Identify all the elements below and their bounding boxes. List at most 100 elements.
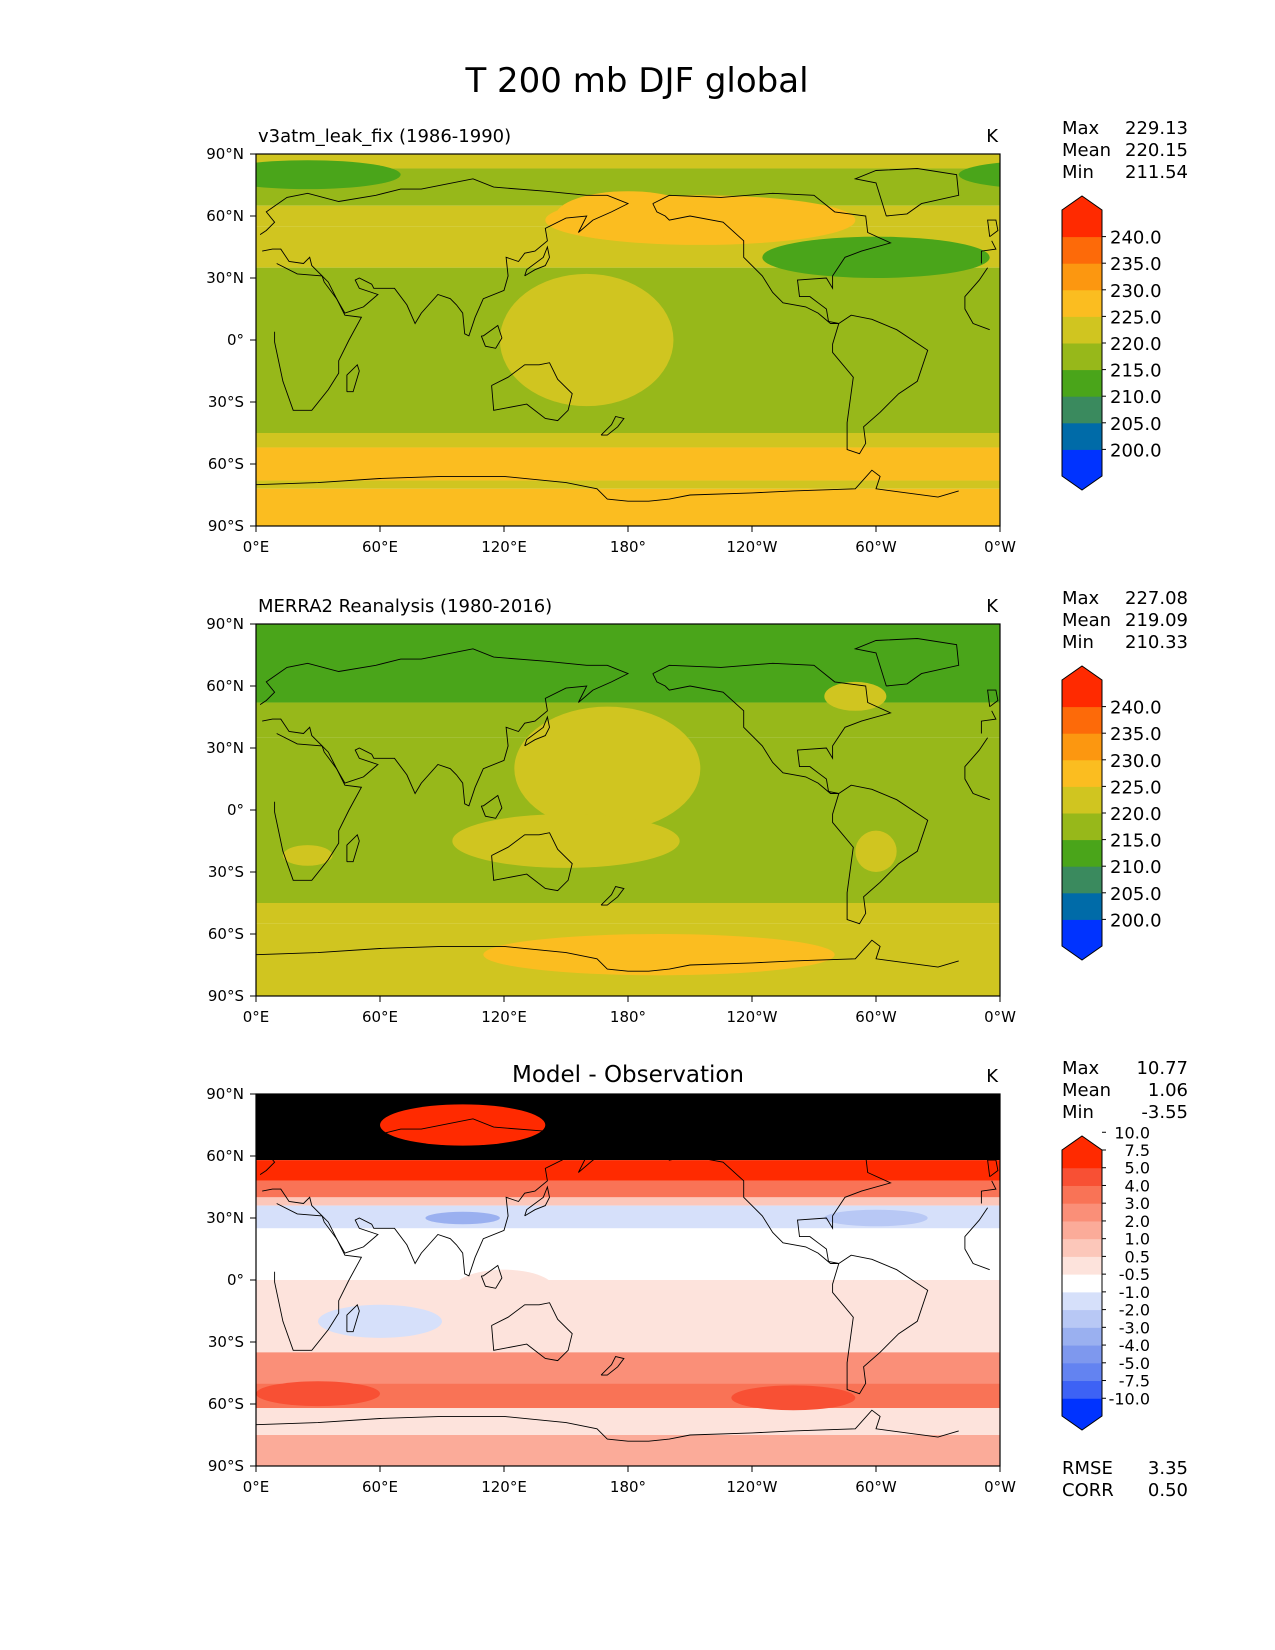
field-band bbox=[256, 447, 1000, 481]
field-band bbox=[256, 433, 1000, 448]
colorbar-outline bbox=[1061, 665, 1103, 961]
coastline bbox=[480, 324, 503, 349]
colorbar-segment bbox=[1062, 1150, 1102, 1169]
field-blob bbox=[256, 1381, 380, 1407]
colorbar-segment bbox=[1062, 1398, 1102, 1417]
coastline bbox=[259, 648, 630, 807]
coastline bbox=[274, 733, 363, 881]
colorbar-extend-max bbox=[1062, 666, 1102, 680]
figure-title: T 200 mb DJF global bbox=[464, 61, 808, 101]
colorbar-label: -7.5 bbox=[1119, 1372, 1150, 1391]
colorbar-segment bbox=[1062, 1345, 1102, 1364]
y-tick-label: 0° bbox=[227, 331, 244, 349]
coastline bbox=[964, 267, 990, 331]
colorbar-label: 240.0 bbox=[1110, 228, 1162, 249]
x-tick-label: 0°W bbox=[984, 1008, 1016, 1026]
y-tick-label: 60°S bbox=[208, 1395, 244, 1413]
coastline bbox=[346, 833, 360, 863]
colorbar-segment bbox=[1062, 236, 1102, 264]
colorbar-segment bbox=[1062, 866, 1102, 894]
field-blob bbox=[0, 195, 111, 245]
panel-title: v3atm_leak_fix (1986-1990) bbox=[258, 126, 511, 147]
coastline bbox=[980, 240, 997, 264]
colorbar-label: 200.0 bbox=[1110, 910, 1162, 931]
colorbar-label: -3.0 bbox=[1119, 1318, 1150, 1337]
colorbar-label: -5.0 bbox=[1119, 1354, 1150, 1373]
colorbar-segment bbox=[1062, 1309, 1102, 1328]
colorbar-label: 1.0 bbox=[1125, 1230, 1150, 1249]
stat-label: Max bbox=[1062, 1058, 1100, 1079]
x-tick-label: 120°E bbox=[481, 538, 527, 556]
coastline bbox=[274, 1203, 363, 1351]
colorbar-outline bbox=[1061, 195, 1103, 491]
field-blob bbox=[318, 1304, 442, 1338]
field-blob bbox=[762, 236, 990, 278]
colorbar-segment bbox=[1062, 449, 1102, 477]
colorbar-extend-min bbox=[1062, 946, 1102, 960]
colorbar-label: 210.0 bbox=[1110, 857, 1162, 878]
coastline bbox=[987, 1159, 999, 1178]
field-band bbox=[256, 1352, 1000, 1384]
x-tick-label: 60°W bbox=[855, 538, 897, 556]
colorbar: 200.0 205.0 210.0 215.0 220.0 225.0 230.0 235.0… bbox=[1061, 195, 1162, 491]
y-tick-label: 30°N bbox=[206, 1209, 244, 1227]
y-tick-label: 0° bbox=[227, 801, 244, 819]
colorbar-segment bbox=[1062, 839, 1102, 867]
field-band bbox=[256, 480, 1000, 489]
field-blob bbox=[256, 160, 401, 190]
y-tick-label: 30°N bbox=[206, 269, 244, 287]
colorbar-label: 10.0 bbox=[1114, 1123, 1150, 1142]
x-tick-label: 120°W bbox=[727, 1008, 778, 1026]
field-blob bbox=[0, 934, 91, 975]
stat-label: Max bbox=[1062, 118, 1100, 139]
stat-value: 229.13 bbox=[1125, 118, 1188, 139]
colorbar-segment bbox=[1062, 1185, 1102, 1204]
coastline bbox=[600, 885, 625, 906]
field-blob bbox=[452, 814, 680, 868]
colorbar-label: -10.0 bbox=[1109, 1389, 1150, 1408]
colorbar-label: 235.0 bbox=[1110, 254, 1162, 275]
coastline bbox=[987, 219, 999, 238]
colorbar-segment bbox=[1062, 813, 1102, 841]
field-blob bbox=[1258, 707, 1275, 831]
extra-stat-value: 3.35 bbox=[1148, 1458, 1188, 1479]
colorbar-label: 0.5 bbox=[1125, 1247, 1150, 1266]
field-blob bbox=[824, 1209, 928, 1227]
units-label: K bbox=[986, 126, 999, 147]
panel-diff: Model - Observation K 0°E 60°E 120°E 180° 120°… bbox=[206, 1058, 1188, 1501]
field-band bbox=[256, 1197, 1000, 1206]
coastline bbox=[832, 784, 929, 925]
field-blob bbox=[483, 934, 835, 976]
coastline bbox=[832, 314, 929, 455]
stat-value: 10.77 bbox=[1136, 1058, 1188, 1079]
colorbar-extend-min bbox=[1062, 476, 1102, 490]
coastline bbox=[480, 1264, 503, 1289]
panel-obs: MERRA2 Reanalysis (1980-2016) K 0°E 60°E 120… bbox=[0, 588, 1275, 1026]
stat-value: 211.54 bbox=[1125, 162, 1188, 183]
y-tick-label: 90°S bbox=[208, 517, 244, 535]
coastline bbox=[652, 192, 892, 324]
field-band bbox=[256, 154, 1000, 169]
x-tick-label: 120°E bbox=[481, 1008, 527, 1026]
colorbar-segment bbox=[1062, 919, 1102, 947]
coastline bbox=[256, 939, 959, 972]
field-band bbox=[256, 1180, 1000, 1198]
colorbar-label: 220.0 bbox=[1110, 334, 1162, 355]
field-band bbox=[256, 488, 1000, 526]
colorbar-segment bbox=[1062, 1167, 1102, 1186]
field-blob bbox=[111, 831, 152, 872]
field-blob bbox=[380, 1104, 546, 1146]
coastline bbox=[274, 263, 363, 411]
y-tick-label: 60°S bbox=[208, 925, 244, 943]
coastline bbox=[853, 168, 960, 217]
coastline bbox=[256, 1409, 959, 1442]
x-tick-label: 60°E bbox=[362, 1478, 398, 1496]
field-blob bbox=[855, 830, 897, 872]
colorbar-label: 230.0 bbox=[1110, 751, 1162, 772]
x-tick-label: 0°E bbox=[243, 1478, 270, 1496]
stat-value: 219.09 bbox=[1125, 610, 1188, 631]
stat-value: 227.08 bbox=[1125, 588, 1188, 609]
colorbar-segment bbox=[1062, 1238, 1102, 1257]
field-blob bbox=[1227, 934, 1275, 975]
